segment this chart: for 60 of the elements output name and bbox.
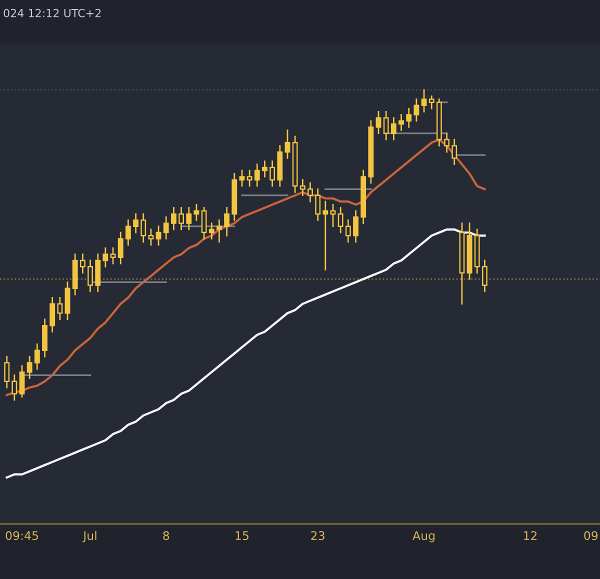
candlestick: [482, 260, 488, 292]
candlestick: [406, 108, 412, 128]
x-tick-label: 09:45: [6, 531, 38, 540]
candlestick: [216, 219, 222, 243]
candlestick: [19, 365, 25, 398]
candlestick: [246, 170, 252, 187]
candlestick: [270, 160, 276, 187]
x-tick-label: 15: [236, 531, 248, 540]
candlestick: [390, 117, 396, 140]
x-tick-label: Jul: [82, 530, 96, 542]
candlestick: [140, 213, 146, 243]
candlestick: [80, 254, 86, 274]
candlestick: [57, 296, 63, 320]
candlestick: [88, 260, 93, 292]
candlestick: [421, 89, 427, 112]
candlestick: [398, 114, 404, 131]
candlestick: [170, 207, 176, 230]
candlestick: [345, 219, 351, 243]
candlestick: [224, 207, 230, 236]
candlestick: [376, 110, 382, 134]
candlestick: [414, 98, 420, 122]
candlestick: [262, 160, 268, 178]
x-tick-label: Aug: [412, 531, 434, 542]
candlestick: [156, 226, 162, 246]
candlestick: [201, 207, 207, 240]
candlestick: [125, 219, 131, 246]
candlestick: [330, 204, 336, 228]
x-tick-label: 23: [311, 531, 324, 540]
candlestick: [12, 374, 18, 401]
candlestick: [186, 207, 192, 230]
candlestick: [178, 207, 184, 230]
candlestick: [34, 343, 40, 370]
candlestick: [148, 228, 154, 246]
candlestick: [118, 232, 124, 264]
x-tick-label: 12: [524, 531, 537, 540]
candlestick: [300, 179, 306, 196]
text: 024 12:12 UTC+2: [4, 8, 101, 18]
candlestick: [163, 216, 169, 240]
candlestick: [428, 95, 434, 110]
x-tick-label: 09: [584, 531, 598, 540]
x-tick-label: 8: [163, 531, 170, 540]
candlestick: [194, 204, 200, 221]
candlestick: [208, 222, 214, 240]
candlestick: [452, 138, 458, 166]
candlestick: [239, 170, 245, 187]
candlestick: [322, 200, 328, 270]
candlestick: [338, 207, 344, 234]
candlestick: [50, 296, 56, 332]
candlestick: [110, 247, 116, 264]
candlestick: [308, 182, 313, 202]
candlestick: [102, 247, 108, 268]
candlestick: [254, 164, 260, 187]
candlestick: [353, 210, 358, 243]
candlestick: [26, 356, 32, 379]
candlestick: [284, 130, 290, 159]
candlestick: [133, 213, 138, 234]
candlestick: [444, 132, 450, 153]
candlestick: [315, 188, 321, 221]
candlestick: [383, 110, 389, 140]
candlestick: [4, 356, 10, 388]
